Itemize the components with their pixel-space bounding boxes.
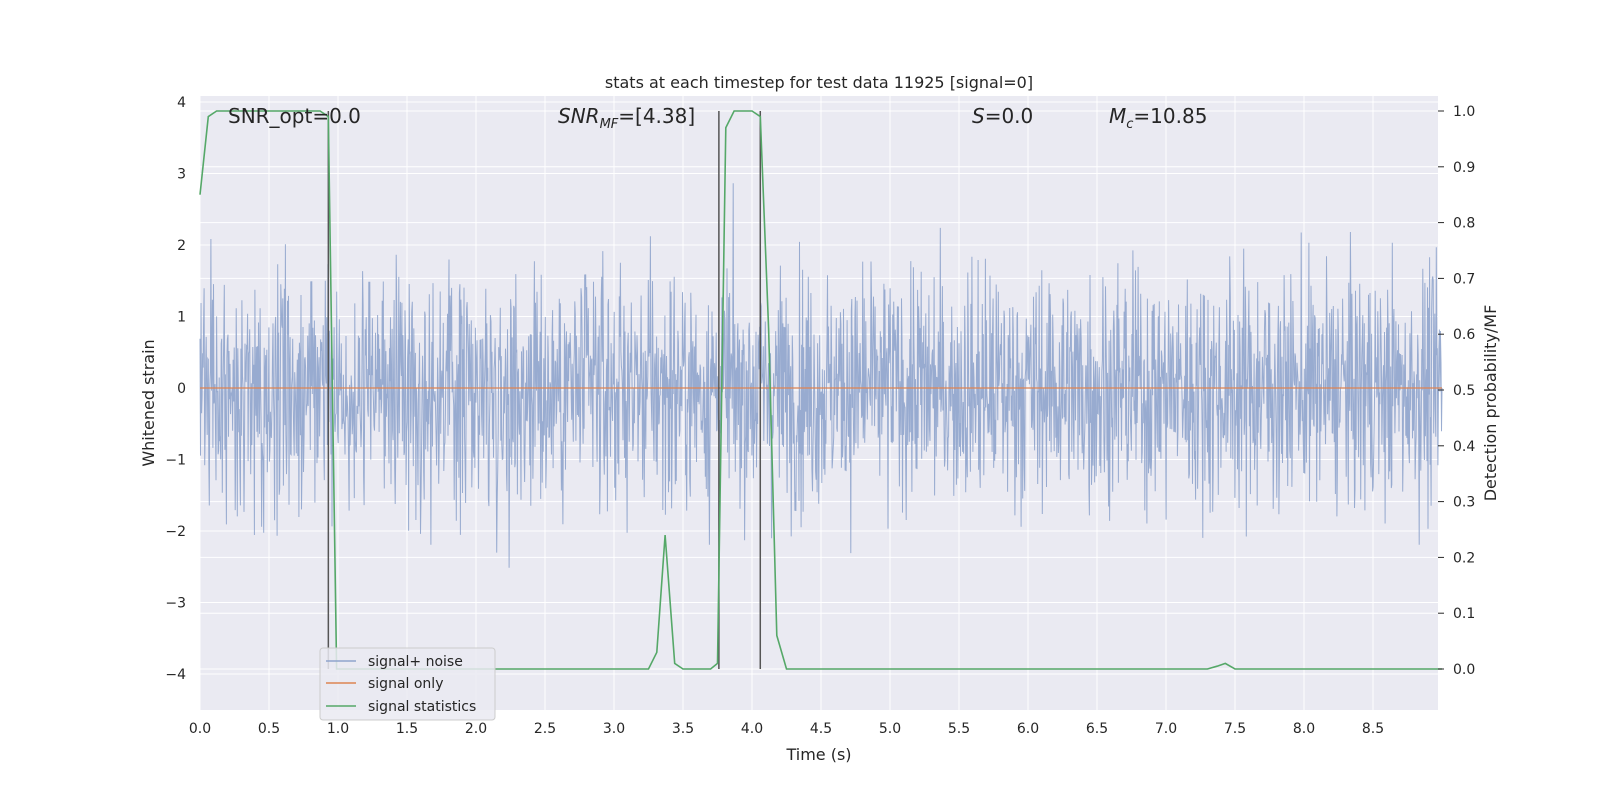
y-right-tick-label: 0.4 (1453, 439, 1475, 455)
x-tick-label: 4.0 (741, 721, 763, 737)
x-tick-label: 6.5 (1086, 721, 1108, 737)
x-axis-ticks: 0.0 0.5 1.0 1.5 2.0 2.5 3.0 3.5 4.0 4.5 5.0 5.5 6.0 6… (189, 721, 1384, 737)
x-tick-label: 5.0 (879, 721, 901, 737)
y-left-tick-label: 2 (177, 238, 186, 254)
series-signal-plus-noise (199, 183, 1443, 568)
x-tick-label: 2.0 (465, 721, 487, 737)
series-signal-statistics (199, 110, 1442, 670)
x-axis-label: Time (s) (785, 745, 851, 764)
annotation-snr-opt: SNR_opt=0.0 (228, 104, 361, 128)
x-tick-label: 3.5 (672, 721, 694, 737)
y-left-tick-label: −1 (165, 453, 186, 469)
y-left-axis-label: Whitened strain (139, 339, 158, 466)
y-right-tick-label: 1.0 (1453, 104, 1475, 120)
annotation-snr-mf-sub: MF (600, 117, 619, 132)
y-right-tick-label: 0.9 (1453, 160, 1475, 176)
y-right-tick-label: 0.2 (1453, 550, 1475, 566)
x-tick-label: 3.0 (603, 721, 625, 737)
y-left-tick-label: 3 (177, 167, 186, 183)
x-tick-label: 1.0 (327, 721, 349, 737)
y-right-tick-label: 0.5 (1453, 383, 1475, 399)
y-left-tick-label: −2 (165, 524, 186, 540)
annotation-mc-main: M (1109, 104, 1126, 128)
y-right-tick-label: 0.0 (1453, 662, 1475, 678)
y-left-tick-label: −4 (165, 667, 186, 683)
y-right-axis-label: Detection probability/MF (1481, 305, 1500, 502)
annotation-mc-rest: =10.85 (1133, 104, 1207, 128)
legend-box (319, 647, 496, 721)
annotation-mc: Mc=10.85 (1109, 104, 1207, 132)
x-tick-label: 1.5 (396, 721, 418, 737)
annotation-snr-mf-rest: =[4.38] (618, 104, 695, 128)
annotation-s-main: S (972, 104, 985, 128)
annotation-s: S=0.0 (972, 104, 1033, 128)
x-tick-label: 8.0 (1293, 721, 1315, 737)
y-right-axis-ticks: 1.0 0.9 0.8 0.7 0.6 0.5 0.4 0.3 0.2 0.1 0.0 (1438, 104, 1475, 678)
annotation-s-rest: =0.0 (985, 104, 1034, 128)
signal-statistics-line (199, 110, 1442, 670)
y-right-tick-label: 0.3 (1453, 495, 1475, 511)
y-left-tick-label: 4 (177, 95, 186, 111)
x-tick-label: 2.5 (534, 721, 556, 737)
x-tick-label: 8.5 (1362, 721, 1384, 737)
x-tick-label: 0.5 (258, 721, 280, 737)
y-right-tick-label: 0.6 (1453, 327, 1475, 343)
legend-label-signal-statistics: signal statistics (368, 699, 476, 715)
legend-label-signal-only: signal only (368, 676, 443, 692)
annotation-snr-mf: SNRMF=[4.38] (558, 104, 695, 132)
strain-trace (199, 183, 1443, 568)
y-left-tick-label: 0 (177, 381, 186, 397)
x-tick-label: 6.0 (1017, 721, 1039, 737)
y-right-tick-label: 0.7 (1453, 271, 1475, 287)
annotation-snr-mf-main: SNR (558, 104, 600, 128)
x-tick-label: 0.0 (189, 721, 211, 737)
legend: signal+ noise signal only signal statist… (319, 647, 496, 721)
y-right-tick-label: 0.8 (1453, 216, 1475, 232)
y-left-tick-label: −3 (165, 596, 186, 612)
annotation-mc-sub: c (1126, 117, 1133, 132)
y-right-tick-label: 0.1 (1453, 606, 1475, 622)
y-left-tick-label: 1 (177, 310, 186, 326)
x-tick-label: 4.5 (810, 721, 832, 737)
x-tick-label: 5.5 (948, 721, 970, 737)
y-left-axis-ticks: 4 3 2 1 0 −1 −2 −3 −4 (165, 95, 186, 683)
x-tick-label: 7.5 (1224, 721, 1246, 737)
legend-label-signal-plus-noise: signal+ noise (368, 654, 463, 670)
chart-title: stats at each timestep for test data 119… (605, 73, 1033, 92)
x-tick-label: 7.0 (1155, 721, 1177, 737)
